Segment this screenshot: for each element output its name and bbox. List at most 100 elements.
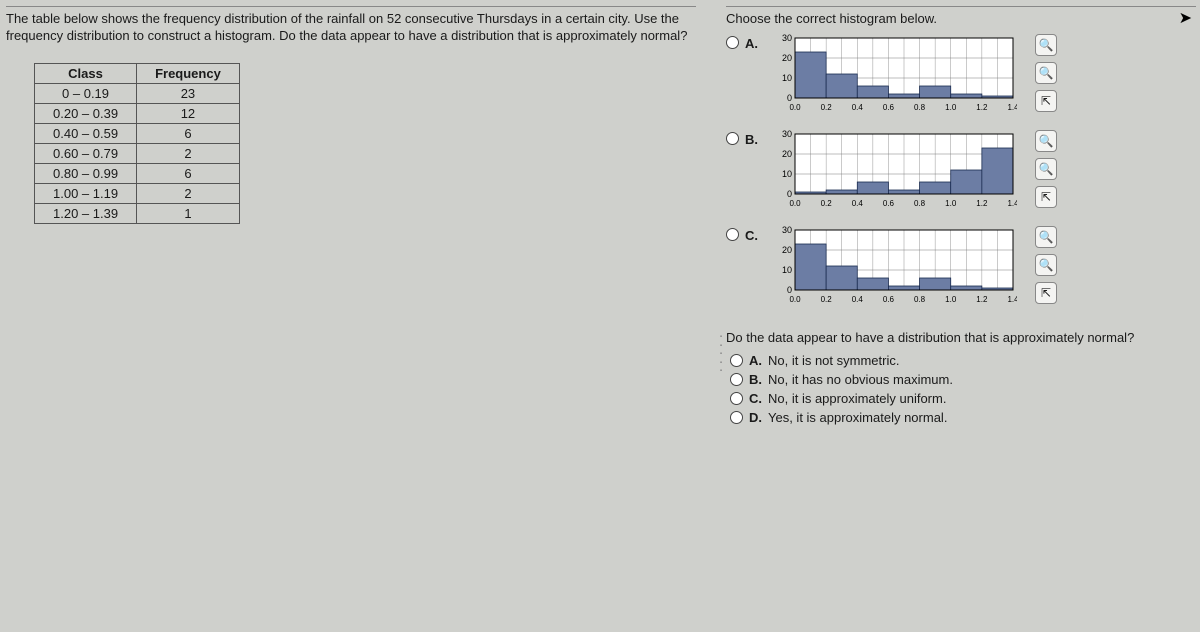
radio-normal-a[interactable] [730, 354, 743, 367]
answer-label: A. [749, 353, 762, 368]
normal-question-block: Do the data appear to have a distributio… [726, 330, 1196, 425]
normal-question-text: Do the data appear to have a distributio… [726, 330, 1196, 345]
histogram-c: 01020300.00.20.40.60.81.01.21.4 [767, 226, 1027, 316]
table-row: 1.20 – 1.391 [35, 203, 240, 223]
svg-text:0: 0 [787, 285, 792, 295]
chart-tools: 🔍 🔍 ⇱ [1035, 226, 1057, 304]
svg-text:0.0: 0.0 [789, 103, 801, 112]
histogram-option-a: A. 0 10 20 30 0.0 0.2 0.4 0.6 0.8 1.0 1.2 1.4 🔍 🔍 ⇱ [726, 34, 1196, 124]
svg-text:1.0: 1.0 [945, 295, 957, 304]
svg-text:0.8: 0.8 [914, 295, 926, 304]
svg-text:30: 30 [782, 226, 792, 235]
zoom-in-icon[interactable]: 🔍 [1035, 130, 1057, 152]
table-cell: 1 [137, 203, 240, 223]
table-cell: 0.80 – 0.99 [35, 163, 137, 183]
popout-icon[interactable]: ⇱ [1035, 282, 1057, 304]
histogram-b: 01020300.00.20.40.60.81.01.21.4 [767, 130, 1027, 220]
table-cell: 12 [137, 103, 240, 123]
left-panel: The table below shows the frequency dist… [6, 6, 706, 224]
radio-option-c[interactable] [726, 228, 739, 241]
answer-text: No, it is approximately uniform. [768, 391, 946, 406]
answer-text: Yes, it is approximately normal. [768, 410, 947, 425]
svg-text:1.2: 1.2 [976, 199, 988, 208]
svg-text:0.4: 0.4 [852, 199, 864, 208]
chart-tools: 🔍 🔍 ⇱ [1035, 130, 1057, 208]
table-cell: 23 [137, 83, 240, 103]
table-row: 1.00 – 1.192 [35, 183, 240, 203]
option-label: A. [745, 36, 761, 51]
popout-icon[interactable]: ⇱ [1035, 186, 1057, 208]
normal-answer-row: B. No, it has no obvious maximum. [730, 372, 1196, 387]
svg-text:1.0: 1.0 [945, 199, 957, 208]
radio-option-a[interactable] [726, 36, 739, 49]
svg-text:0.2: 0.2 [821, 103, 833, 112]
svg-text:10: 10 [782, 73, 792, 83]
radio-normal-d[interactable] [730, 411, 743, 424]
chart-tools: 🔍 🔍 ⇱ [1035, 34, 1057, 112]
table-row: 0.80 – 0.996 [35, 163, 240, 183]
right-panel: Choose the correct histogram below. A. 0… [726, 6, 1196, 429]
table-cell: 6 [137, 123, 240, 143]
svg-text:0.4: 0.4 [852, 103, 864, 112]
svg-text:0.0: 0.0 [789, 199, 801, 208]
svg-text:0.4: 0.4 [852, 295, 864, 304]
svg-text:0.8: 0.8 [914, 103, 926, 112]
answer-label: C. [749, 391, 762, 406]
svg-text:1.4: 1.4 [1007, 199, 1017, 208]
panel-divider-handle[interactable]: ▪▪▪▪▪ [718, 334, 724, 374]
histogram-option-c: C. 01020300.00.20.40.60.81.01.21.4 🔍 🔍 ⇱ [726, 226, 1196, 316]
option-label: B. [745, 132, 761, 147]
col-header-class: Class [35, 63, 137, 83]
svg-text:0.6: 0.6 [883, 103, 895, 112]
svg-text:30: 30 [782, 34, 792, 43]
table-row: 0.40 – 0.596 [35, 123, 240, 143]
svg-text:0.6: 0.6 [883, 295, 895, 304]
zoom-out-icon[interactable]: 🔍 [1035, 158, 1057, 180]
svg-text:1.0: 1.0 [945, 103, 957, 112]
normal-answer-row: D. Yes, it is approximately normal. [730, 410, 1196, 425]
svg-text:0.6: 0.6 [883, 199, 895, 208]
table-cell: 0 – 0.19 [35, 83, 137, 103]
histogram-prompt: Choose the correct histogram below. [726, 6, 1196, 26]
popout-icon[interactable]: ⇱ [1035, 90, 1057, 112]
svg-text:10: 10 [782, 265, 792, 275]
table-row: 0.60 – 0.792 [35, 143, 240, 163]
svg-text:10: 10 [782, 169, 792, 179]
svg-text:0: 0 [787, 189, 792, 199]
question-text: The table below shows the frequency dist… [6, 6, 696, 45]
zoom-in-icon[interactable]: 🔍 [1035, 226, 1057, 248]
svg-text:0.8: 0.8 [914, 199, 926, 208]
svg-text:0: 0 [787, 93, 792, 103]
table-cell: 6 [137, 163, 240, 183]
radio-normal-b[interactable] [730, 373, 743, 386]
zoom-in-icon[interactable]: 🔍 [1035, 34, 1057, 56]
col-header-frequency: Frequency [137, 63, 240, 83]
svg-text:0.2: 0.2 [821, 295, 833, 304]
table-cell: 0.20 – 0.39 [35, 103, 137, 123]
table-cell: 1.20 – 1.39 [35, 203, 137, 223]
radio-normal-c[interactable] [730, 392, 743, 405]
answer-label: B. [749, 372, 762, 387]
answer-text: No, it has no obvious maximum. [768, 372, 953, 387]
svg-text:20: 20 [782, 53, 792, 63]
frequency-table: Class Frequency 0 – 0.19230.20 – 0.39120… [34, 63, 240, 224]
table-cell: 2 [137, 183, 240, 203]
svg-text:1.2: 1.2 [976, 103, 988, 112]
svg-text:0.0: 0.0 [789, 295, 801, 304]
answer-label: D. [749, 410, 762, 425]
svg-text:1.4: 1.4 [1007, 103, 1017, 112]
table-cell: 0.60 – 0.79 [35, 143, 137, 163]
svg-text:30: 30 [782, 130, 792, 139]
table-cell: 1.00 – 1.19 [35, 183, 137, 203]
svg-text:0.2: 0.2 [821, 199, 833, 208]
histogram-option-b: B. 01020300.00.20.40.60.81.01.21.4 🔍 🔍 ⇱ [726, 130, 1196, 220]
zoom-out-icon[interactable]: 🔍 [1035, 62, 1057, 84]
histogram-a: 0 10 20 30 0.0 0.2 0.4 0.6 0.8 1.0 1.2 1.4 [767, 34, 1027, 124]
normal-answer-row: C. No, it is approximately uniform. [730, 391, 1196, 406]
zoom-out-icon[interactable]: 🔍 [1035, 254, 1057, 276]
table-cell: 2 [137, 143, 240, 163]
svg-text:20: 20 [782, 245, 792, 255]
radio-option-b[interactable] [726, 132, 739, 145]
table-row: 0 – 0.1923 [35, 83, 240, 103]
svg-text:1.2: 1.2 [976, 295, 988, 304]
